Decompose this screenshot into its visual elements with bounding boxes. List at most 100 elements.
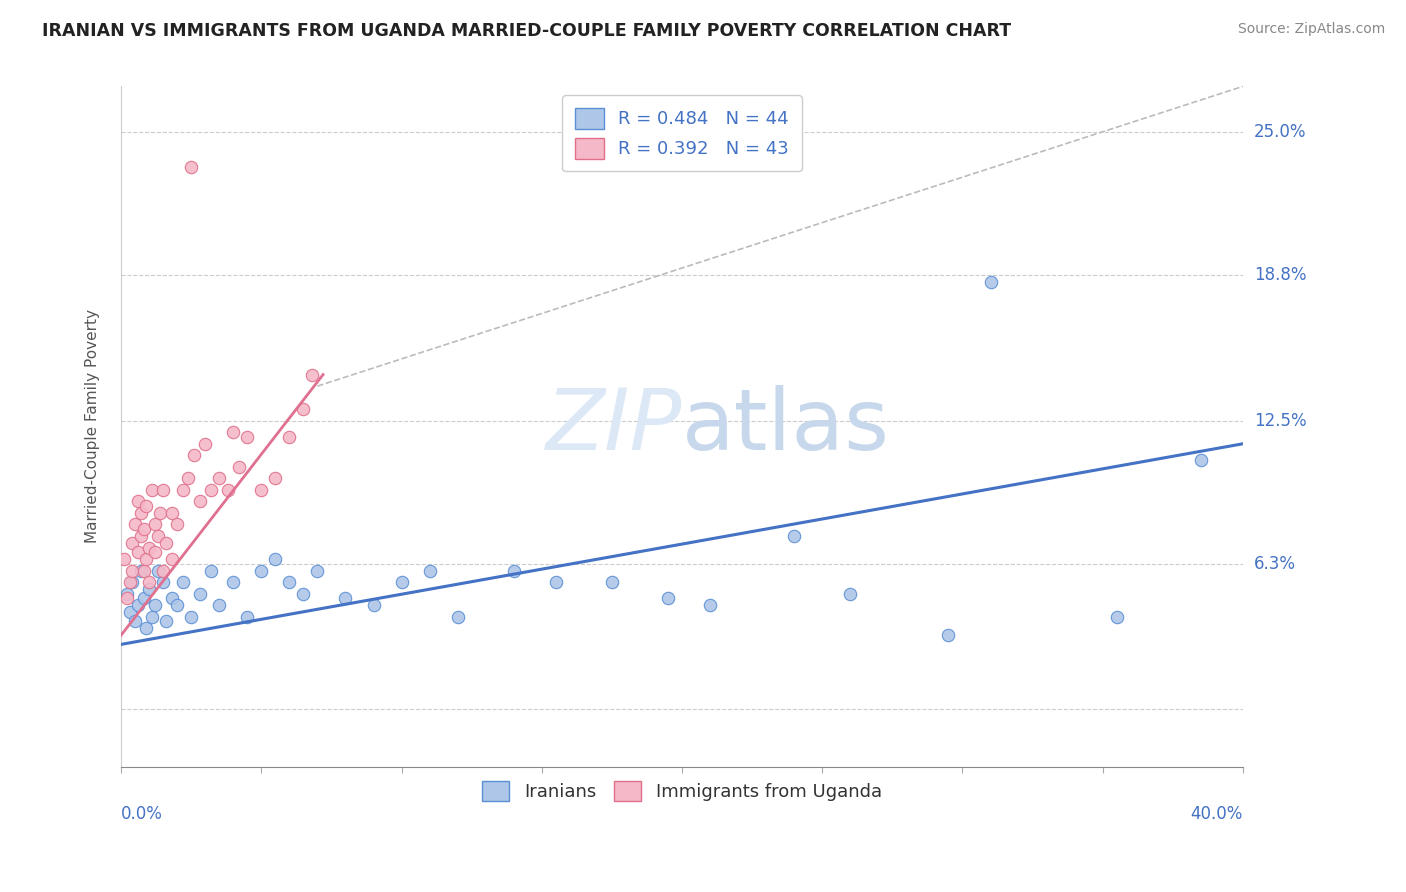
- Point: [160, 591, 183, 606]
- Point: [172, 575, 194, 590]
- Point: [783, 529, 806, 543]
- Point: [200, 483, 222, 497]
- Point: [135, 499, 157, 513]
- Point: [127, 494, 149, 508]
- Point: [292, 402, 315, 417]
- Text: ZIP: ZIP: [546, 385, 682, 468]
- Text: 25.0%: 25.0%: [1254, 123, 1306, 142]
- Point: [121, 575, 143, 590]
- Point: [236, 430, 259, 444]
- Point: [115, 591, 138, 606]
- Point: [600, 575, 623, 590]
- Point: [132, 591, 155, 606]
- Y-axis label: Married-Couple Family Poverty: Married-Couple Family Poverty: [86, 310, 100, 543]
- Point: [132, 564, 155, 578]
- Point: [183, 448, 205, 462]
- Point: [143, 598, 166, 612]
- Point: [143, 517, 166, 532]
- Point: [194, 436, 217, 450]
- Point: [657, 591, 679, 606]
- Point: [278, 430, 301, 444]
- Point: [264, 552, 287, 566]
- Point: [177, 471, 200, 485]
- Point: [132, 522, 155, 536]
- Point: [363, 598, 385, 612]
- Point: [129, 564, 152, 578]
- Point: [217, 483, 239, 497]
- Point: [292, 587, 315, 601]
- Point: [264, 471, 287, 485]
- Point: [135, 552, 157, 566]
- Point: [222, 425, 245, 440]
- Text: atlas: atlas: [682, 385, 890, 468]
- Point: [149, 506, 172, 520]
- Point: [127, 545, 149, 559]
- Point: [141, 483, 163, 497]
- Point: [121, 564, 143, 578]
- Point: [115, 587, 138, 601]
- Point: [979, 276, 1001, 290]
- Point: [250, 483, 273, 497]
- Point: [138, 541, 160, 555]
- Text: 40.0%: 40.0%: [1191, 805, 1243, 823]
- Text: 0.0%: 0.0%: [121, 805, 163, 823]
- Point: [160, 552, 183, 566]
- Point: [138, 575, 160, 590]
- Point: [129, 506, 152, 520]
- Point: [180, 609, 202, 624]
- Point: [839, 587, 862, 601]
- Legend: Iranians, Immigrants from Uganda: Iranians, Immigrants from Uganda: [475, 774, 889, 808]
- Point: [129, 529, 152, 543]
- Text: 12.5%: 12.5%: [1254, 412, 1306, 430]
- Point: [544, 575, 567, 590]
- Point: [160, 506, 183, 520]
- Point: [250, 564, 273, 578]
- Point: [208, 471, 231, 485]
- Point: [307, 564, 329, 578]
- Point: [146, 564, 169, 578]
- Text: 18.8%: 18.8%: [1254, 267, 1306, 285]
- Point: [938, 628, 960, 642]
- Point: [1189, 453, 1212, 467]
- Text: 6.3%: 6.3%: [1254, 555, 1296, 573]
- Point: [200, 564, 222, 578]
- Text: IRANIAN VS IMMIGRANTS FROM UGANDA MARRIED-COUPLE FAMILY POVERTY CORRELATION CHAR: IRANIAN VS IMMIGRANTS FROM UGANDA MARRIE…: [42, 22, 1011, 40]
- Point: [124, 615, 146, 629]
- Point: [135, 621, 157, 635]
- Text: Source: ZipAtlas.com: Source: ZipAtlas.com: [1237, 22, 1385, 37]
- Point: [112, 552, 135, 566]
- Point: [121, 536, 143, 550]
- Point: [118, 575, 141, 590]
- Point: [146, 529, 169, 543]
- Point: [172, 483, 194, 497]
- Point: [143, 545, 166, 559]
- Point: [155, 615, 177, 629]
- Point: [278, 575, 301, 590]
- Point: [699, 598, 721, 612]
- Point: [152, 483, 174, 497]
- Point: [228, 459, 250, 474]
- Point: [391, 575, 413, 590]
- Point: [152, 575, 174, 590]
- Point: [222, 575, 245, 590]
- Point: [188, 587, 211, 601]
- Point: [166, 517, 188, 532]
- Point: [118, 605, 141, 619]
- Point: [141, 609, 163, 624]
- Point: [138, 582, 160, 596]
- Point: [127, 598, 149, 612]
- Point: [502, 564, 524, 578]
- Point: [124, 517, 146, 532]
- Point: [447, 609, 470, 624]
- Point: [188, 494, 211, 508]
- Point: [180, 160, 202, 174]
- Point: [301, 368, 323, 382]
- Point: [166, 598, 188, 612]
- Point: [208, 598, 231, 612]
- Point: [419, 564, 441, 578]
- Point: [236, 609, 259, 624]
- Point: [1105, 609, 1128, 624]
- Point: [335, 591, 357, 606]
- Point: [152, 564, 174, 578]
- Point: [155, 536, 177, 550]
